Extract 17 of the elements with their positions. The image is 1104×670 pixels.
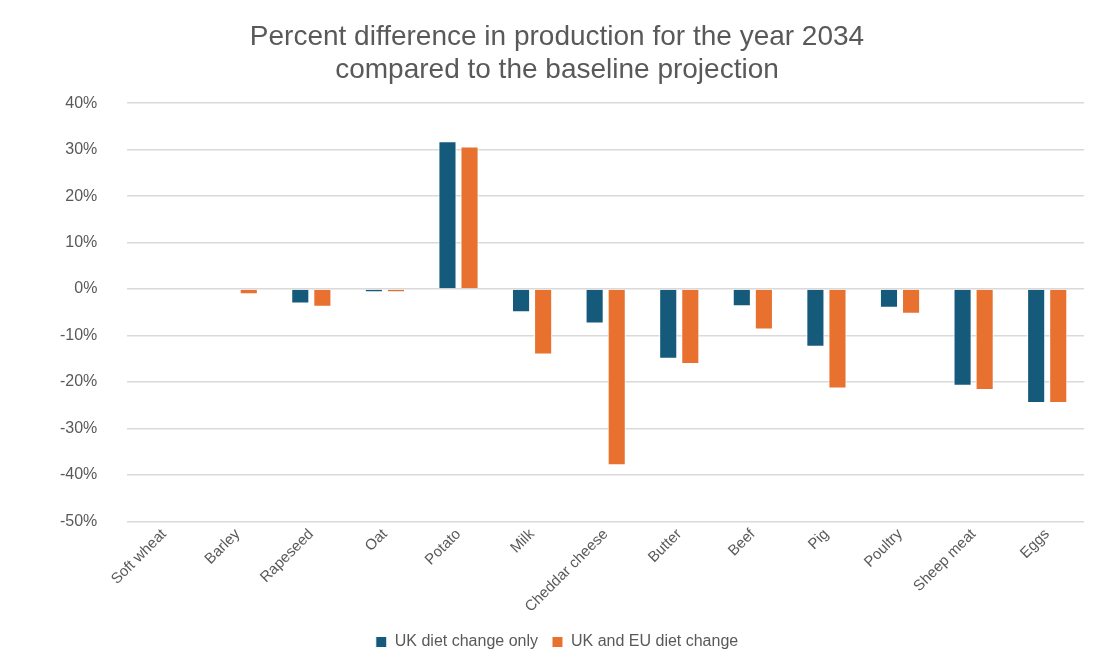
y-tick-label: -50% xyxy=(59,511,98,529)
y-tick-label: -30% xyxy=(59,418,98,436)
legend-label: UK and EU diet change xyxy=(570,632,739,650)
y-tick-label: -10% xyxy=(59,325,98,343)
legend-label: UK diet change only xyxy=(394,632,538,650)
y-tick-label: 0% xyxy=(74,279,98,297)
y-tick-label: 40% xyxy=(65,93,98,111)
y-tick-label: 10% xyxy=(65,233,98,251)
x-tick-label: Oat xyxy=(360,524,391,554)
x-tick-label: Milk xyxy=(506,524,538,556)
y-tick-label: 20% xyxy=(65,186,98,204)
text: compared to the baseline projection xyxy=(335,53,779,85)
y-tick-label: -40% xyxy=(59,465,98,483)
x-tick-label: Pig xyxy=(804,524,832,553)
y-tick-label: 30% xyxy=(65,140,98,158)
y-tick-label: -20% xyxy=(59,372,98,390)
text: Percent difference in production for the year 2034 xyxy=(249,19,865,51)
